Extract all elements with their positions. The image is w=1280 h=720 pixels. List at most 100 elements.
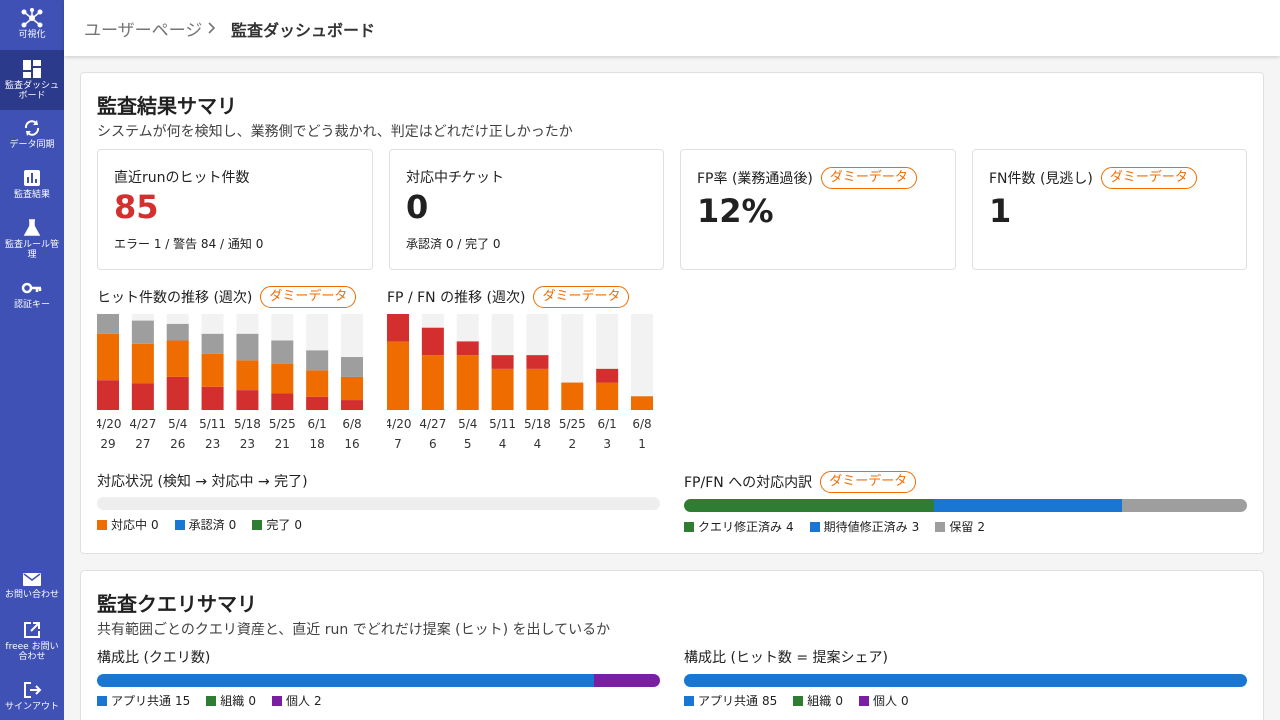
bar-segment — [341, 400, 364, 410]
nav-label: freee お問い合わせ — [5, 642, 59, 662]
legend-name: 個人 — [872, 694, 897, 708]
share-segment — [593, 674, 660, 687]
x-tick-label: 5/18 — [524, 417, 551, 431]
x-tick-label: 6/8 — [342, 417, 361, 431]
bar-segment — [166, 376, 189, 410]
legend-item: 完了 0 — [252, 516, 302, 533]
bar-segment — [387, 314, 409, 342]
chart-title: 構成比 (クエリ数) — [97, 650, 211, 666]
bar-segment — [201, 353, 224, 387]
bar-segment — [306, 370, 329, 397]
share-segment — [97, 674, 594, 687]
bar-segment — [387, 341, 409, 410]
nav-icon — [21, 8, 43, 28]
legend-value: 0 — [835, 693, 843, 708]
section-subtitle: 共有範囲ごとのクエリ資産と、直近 run でどれだけ提案 (ヒット) を出してい… — [97, 622, 611, 638]
section-title: 監査クエリサマリ — [97, 592, 257, 616]
share-track — [684, 499, 1247, 512]
nav-item[interactable]: 監査結果 — [0, 168, 64, 200]
total-label: 4 — [534, 437, 542, 451]
nav-icon — [21, 282, 42, 294]
legend: 対応中 0 承認済 0 完了 0 — [97, 516, 318, 533]
bar-segment — [97, 314, 119, 334]
x-tick-label: 5/11 — [199, 417, 226, 431]
bar-segment — [526, 355, 549, 369]
bar-segment — [341, 376, 364, 401]
legend-item: 個人 0 — [858, 692, 909, 709]
share-segment — [1121, 499, 1247, 512]
total-label: 16 — [344, 437, 359, 451]
total-label: 4 — [499, 437, 507, 451]
bar-segment — [491, 355, 514, 369]
legend-value: 15 — [175, 693, 191, 708]
total-label: 3 — [603, 437, 611, 451]
bar-segment — [306, 350, 329, 371]
nav-item[interactable]: データ同期 — [0, 118, 64, 150]
bar-segment — [271, 340, 294, 364]
bar-segment — [306, 396, 329, 410]
share-chart: クエリ修正済み 4 期待値修正済み 3 保留 2 — [684, 499, 1247, 539]
chart-title: 対応状況 (検知 → 対応中 → 完了) — [97, 474, 308, 490]
legend-value: 0 — [151, 517, 159, 532]
legend-item: 組織 0 — [793, 692, 843, 709]
legend-value: 0 — [900, 693, 909, 708]
share-segment — [684, 674, 1247, 687]
total-label: 18 — [310, 437, 325, 451]
bar-segment — [97, 380, 119, 410]
nav-item[interactable]: 監査ルール管理 — [0, 218, 64, 260]
bar-track — [631, 314, 654, 410]
share-chart: アプリ共通 85 組織 0 個人 0 — [684, 674, 1247, 714]
header: ユーザーページ 監査ダッシュボード — [64, 0, 1280, 56]
nav-icon — [23, 60, 41, 78]
nav-icon — [24, 622, 40, 638]
sidebar: 可視化 監査ダッシュボード データ同期 監査結果 監査ルール管理 認証キー お問… — [0, 0, 64, 720]
bar-segment — [131, 343, 154, 384]
bar-segment — [341, 357, 364, 377]
breadcrumb-current: 監査ダッシュボード — [231, 21, 376, 40]
nav-item[interactable]: お問い合わせ — [0, 570, 64, 600]
legend-name: 組織 — [807, 694, 832, 708]
share-chart: 対応中 0 承認済 0 完了 0 — [97, 497, 660, 537]
bar-segment — [201, 386, 224, 410]
nav-label: 監査結果 — [13, 190, 50, 200]
total-label: 23 — [205, 437, 220, 451]
bar-segment — [131, 383, 154, 410]
bar-segment — [271, 363, 294, 394]
x-tick-label: 4/20 — [387, 417, 411, 431]
kpi-value: 12% — [697, 192, 774, 230]
nav-item[interactable]: 監査ダッシュボード — [0, 50, 64, 110]
bar-segment — [131, 320, 154, 344]
legend-value: 0 — [294, 517, 302, 532]
bar-segment — [631, 396, 654, 410]
legend-swatch — [97, 695, 107, 706]
kpi-label: 直近runのヒット件数 — [114, 170, 250, 186]
nav-item[interactable]: freee お問い合わせ — [0, 620, 64, 662]
legend-value: 85 — [762, 693, 778, 708]
total-label: 23 — [240, 437, 255, 451]
legend-name: 組織 — [220, 694, 245, 708]
chart-title: FP / FN の推移 (週次) — [387, 290, 526, 306]
nav-item[interactable]: 可視化 — [0, 8, 64, 40]
legend-name: クエリ修正済み — [698, 520, 783, 534]
bar-segment — [561, 382, 584, 410]
legend: アプリ共通 85 組織 0 個人 0 — [684, 692, 925, 709]
legend-swatch — [684, 521, 694, 532]
kpi-card: 直近runのヒット件数 85 エラー 1 / 警告 84 / 通知 0 — [97, 149, 373, 270]
section-title: 監査結果サマリ — [97, 94, 237, 118]
breadcrumb-link[interactable]: ユーザーページ — [84, 21, 203, 41]
share-segment — [934, 499, 1122, 512]
legend-name: アプリ共通 — [698, 694, 759, 708]
bar-segment — [97, 333, 119, 381]
nav-item[interactable]: 認証キー — [0, 278, 64, 310]
x-tick-label: 6/1 — [598, 417, 617, 431]
badge: ダミーデータ — [533, 286, 630, 308]
legend-value: 2 — [313, 693, 322, 708]
legend-item: 個人 2 — [271, 692, 322, 709]
total-label: 27 — [135, 437, 150, 451]
bar-segment — [596, 382, 619, 410]
legend-swatch — [206, 695, 217, 706]
total-label: 2 — [568, 437, 576, 451]
bar-segment — [236, 390, 259, 410]
nav-item[interactable]: サインアウト — [0, 680, 64, 712]
legend-swatch — [935, 521, 946, 532]
